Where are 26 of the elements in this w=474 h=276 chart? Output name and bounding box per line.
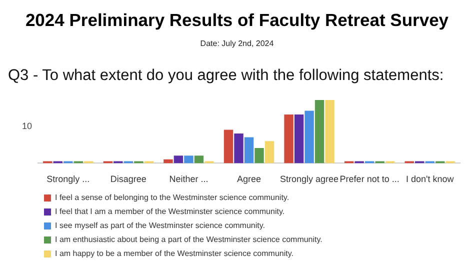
bar — [224, 130, 234, 164]
x-tick-label: Prefer not to ... — [340, 174, 400, 184]
x-tick-label: Agree — [236, 174, 262, 184]
bar — [314, 100, 324, 164]
x-tick-label: I don't know — [406, 174, 454, 184]
bar — [284, 114, 294, 164]
x-tick-label: Strongly ... — [46, 174, 90, 184]
text: Q3 - To what extent do you agree with the following statements: — [8, 66, 445, 86]
bar — [264, 141, 274, 164]
chart-title: 2024 Preliminary Results of Faculty Retreat Survey — [24, 9, 450, 32]
legend-label: I feel a sense of belonging to the Westminster science community. — [55, 193, 290, 202]
bar — [294, 114, 304, 164]
bar — [244, 137, 254, 164]
bar — [325, 100, 334, 164]
chart-subtitle: Date: July 2nd, 2024 — [199, 38, 275, 50]
bar — [254, 148, 264, 164]
x-tick-label: Strongly agree — [280, 174, 339, 184]
legend-label: I feel that I am a member of the Westminster science community. — [55, 207, 285, 216]
bar — [304, 110, 314, 164]
x-tick-label: Disagree — [110, 174, 146, 184]
legend-label: I am enthusiastic about being a part of the Westminster science community. — [55, 235, 322, 244]
text: 10 — [22, 121, 32, 132]
x-tick-label: Neither ... — [169, 174, 208, 184]
legend-label: I am happy to be a member of the Westminster science community. — [55, 249, 294, 258]
bar — [234, 133, 244, 164]
legend-label: I see myself as part of the Westminster science community. — [55, 221, 265, 230]
